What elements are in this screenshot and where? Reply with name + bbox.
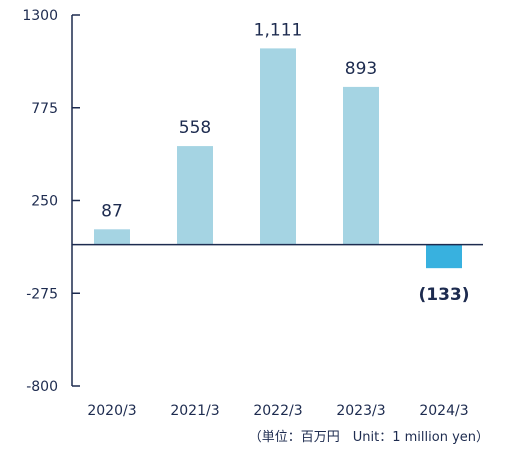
- y-tick-label: 1300: [22, 8, 58, 24]
- y-tick-label: -800: [26, 379, 58, 395]
- bar: [260, 48, 296, 245]
- data-label: (133): [418, 285, 469, 305]
- data-label: 1,111: [254, 20, 303, 40]
- bar: [343, 86, 379, 245]
- bar: [177, 146, 213, 245]
- data-label: 893: [345, 59, 377, 79]
- x-tick-label: 2024/3: [419, 403, 468, 419]
- data-label: 87: [101, 201, 123, 221]
- bars: [94, 48, 462, 269]
- x-tick-label: 2023/3: [336, 403, 385, 419]
- x-tick-label: 2020/3: [87, 403, 136, 419]
- unit-note: （単位：百万円 Unit：1 million yen）: [248, 430, 489, 445]
- data-labels: 87 558 1,111 893 (133): [101, 20, 469, 305]
- x-axis-labels: 2020/3 2021/3 2022/3 2023/3 2024/3: [87, 403, 468, 419]
- y-tick-label: 775: [31, 101, 58, 117]
- bar: [426, 244, 462, 269]
- x-tick-label: 2021/3: [170, 403, 219, 419]
- data-label: 558: [179, 118, 211, 138]
- y-tick-label: 250: [31, 194, 58, 210]
- y-tick-label: -275: [26, 286, 58, 302]
- x-tick-label: 2022/3: [253, 403, 302, 419]
- bar: [94, 229, 130, 245]
- y-axis: -800 -275 250 775 1300: [22, 8, 80, 395]
